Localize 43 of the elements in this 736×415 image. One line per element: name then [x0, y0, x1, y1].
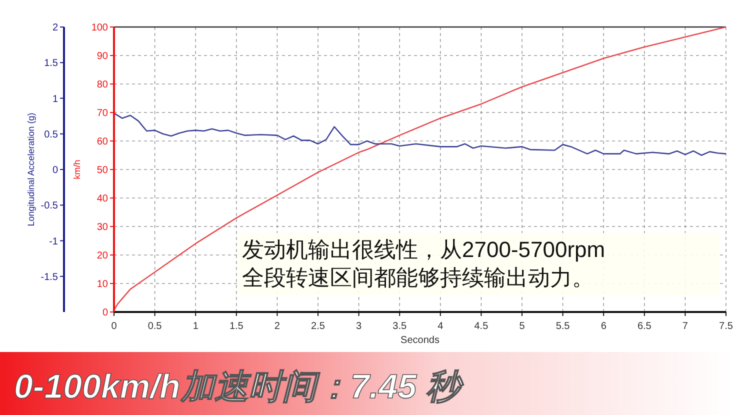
x-tick-label: 0: [111, 321, 118, 332]
y2-tick-label: 1: [52, 94, 58, 105]
y-tick-label: 70: [96, 108, 108, 119]
y2-tick-label: 2: [52, 22, 58, 34]
x-tick-label: 0.5: [148, 321, 162, 332]
x-tick-label: 5.5: [556, 321, 570, 332]
y2-tick-label: 0: [52, 165, 58, 176]
x-tick-label: 3: [356, 321, 362, 332]
y2-axis-title: Longitudinal Acceleration (g): [26, 112, 36, 226]
x-tick-label: 5: [519, 321, 526, 332]
x-tick-label: 3.5: [392, 321, 407, 332]
y-tick-label: 90: [96, 51, 108, 62]
annotation: 全段转速区间都能够持续输出动力。: [242, 265, 594, 290]
y2-tick-label: -0.5: [40, 200, 58, 212]
y-tick-label: 30: [96, 222, 108, 233]
x-tick-label: 2.5: [311, 321, 326, 332]
y-axis-title: km/h: [72, 160, 82, 180]
y2-tick-label: -1.5: [40, 272, 58, 283]
x-axis-title: Seconds: [400, 335, 440, 346]
line-series: [113, 112, 727, 156]
line-series: [113, 26, 727, 310]
text: 0-100km/h加速时间：7.45 秒: [14, 368, 464, 406]
x-tick-label: 6.5: [637, 321, 652, 332]
y-tick-label: 20: [96, 250, 108, 262]
y-tick-label: 50: [96, 165, 108, 176]
x-tick-label: 1.5: [229, 321, 244, 332]
annotation: 发动机输出很线性，从2700-5700rpm: [242, 237, 606, 262]
y-tick-label: 100: [91, 22, 108, 34]
x-tick-label: 7: [682, 321, 688, 332]
y2-tick-label: 0.5: [44, 129, 58, 140]
y-tick-label: 80: [96, 80, 108, 90]
x-tick-label: 7.5: [719, 321, 734, 332]
y2-tick-label: -1: [49, 236, 58, 248]
x-tick-label: 2: [274, 321, 280, 332]
x-tick-label: 6: [600, 321, 607, 332]
x-tick-label: 4: [438, 321, 444, 332]
y-tick-label: 40: [96, 194, 108, 204]
y2-tick-label: 1.5: [44, 58, 58, 70]
y-tick-label: 60: [96, 136, 108, 148]
y-tick-label: 0: [102, 308, 108, 318]
x-tick-label: 4.5: [474, 321, 489, 332]
x-tick-label: 1: [192, 321, 199, 332]
y-tick-label: 10: [96, 279, 108, 290]
